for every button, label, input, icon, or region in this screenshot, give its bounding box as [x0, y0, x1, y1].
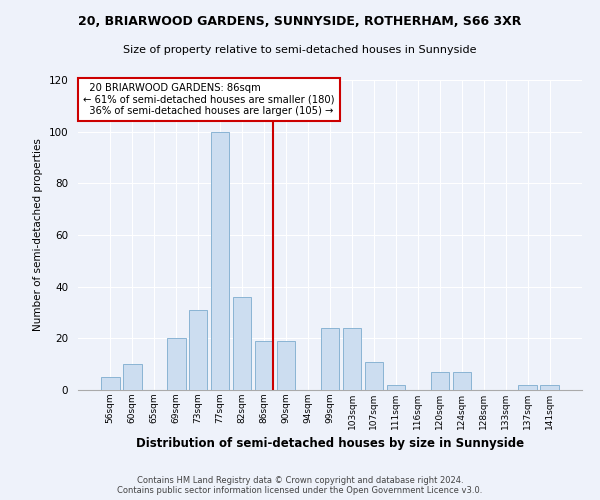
Text: Size of property relative to semi-detached houses in Sunnyside: Size of property relative to semi-detach…	[123, 45, 477, 55]
Text: 20 BRIARWOOD GARDENS: 86sqm
← 61% of semi-detached houses are smaller (180)
  36: 20 BRIARWOOD GARDENS: 86sqm ← 61% of sem…	[83, 83, 335, 116]
Bar	[211, 132, 229, 390]
Bar	[277, 341, 295, 390]
Text: 20, BRIARWOOD GARDENS, SUNNYSIDE, ROTHERHAM, S66 3XR: 20, BRIARWOOD GARDENS, SUNNYSIDE, ROTHER…	[79, 15, 521, 28]
Bar	[518, 385, 537, 390]
Bar	[386, 385, 405, 390]
Bar	[320, 328, 340, 390]
Bar	[452, 372, 471, 390]
Bar	[101, 377, 119, 390]
Bar	[255, 341, 274, 390]
Bar	[189, 310, 208, 390]
Text: Contains HM Land Registry data © Crown copyright and database right 2024.
Contai: Contains HM Land Registry data © Crown c…	[118, 476, 482, 495]
Bar	[541, 385, 559, 390]
Y-axis label: Number of semi-detached properties: Number of semi-detached properties	[33, 138, 43, 332]
Bar	[167, 338, 185, 390]
Bar	[343, 328, 361, 390]
Bar	[123, 364, 142, 390]
Bar	[431, 372, 449, 390]
Bar	[233, 297, 251, 390]
Bar	[365, 362, 383, 390]
X-axis label: Distribution of semi-detached houses by size in Sunnyside: Distribution of semi-detached houses by …	[136, 438, 524, 450]
